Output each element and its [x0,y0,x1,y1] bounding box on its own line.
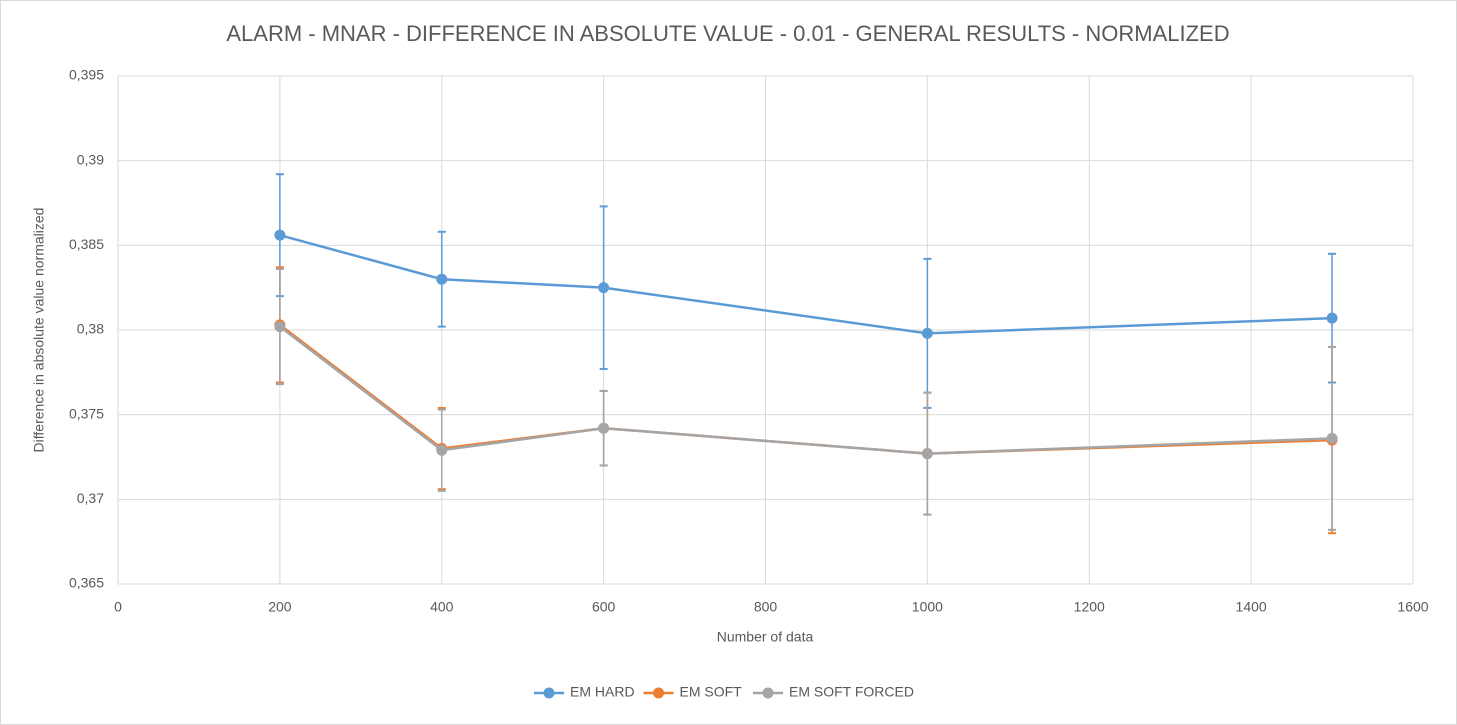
data-point [921,448,933,460]
y-tick-label: 0,365 [69,575,104,591]
x-axis-label: Number of data [717,629,814,645]
legend-label: EM SOFT [680,684,743,700]
x-tick-label: 800 [754,599,778,615]
legend-marker [653,687,664,699]
data-point [274,229,286,241]
y-tick-label: 0,375 [69,405,104,421]
y-tick-label: 0,38 [77,321,104,337]
data-point [436,444,448,456]
y-tick-label: 0,39 [77,151,104,167]
y-tick-label: 0,385 [69,236,104,252]
legend-label: EM SOFT FORCED [789,684,914,700]
data-point [598,422,610,434]
legend-marker [762,687,774,699]
x-tick-label: 1200 [1074,599,1105,615]
legend-marker [543,687,555,699]
x-tick-label: 400 [430,599,454,615]
x-tick-label: 200 [268,599,292,615]
x-tick-label: 1400 [1236,599,1267,615]
y-axis-label: Difference in absolute value normalized [31,208,47,453]
data-point [274,321,286,333]
legend-label: EM HARD [570,684,635,700]
chart-title: ALARM - MNAR - DIFFERENCE IN ABSOLUTE VA… [226,21,1229,46]
data-point [436,273,448,285]
data-point [1326,432,1338,444]
x-tick-label: 1000 [912,599,943,615]
y-tick-label: 0,395 [69,67,104,83]
data-point [598,282,610,294]
data-point [1326,312,1338,324]
data-point [921,327,933,339]
x-tick-label: 0 [114,599,122,615]
x-tick-label: 600 [592,599,616,615]
y-tick-label: 0,37 [77,490,104,506]
x-tick-label: 1600 [1397,599,1428,615]
